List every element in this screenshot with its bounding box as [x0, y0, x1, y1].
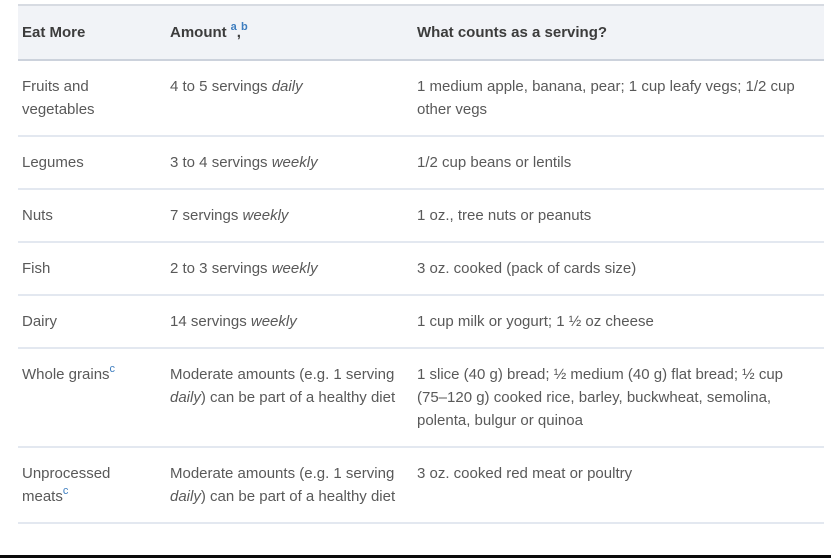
amount-cell: Moderate amounts (e.g. 1 serving daily) … — [166, 447, 413, 524]
amount-cell: 2 to 3 servings weekly — [166, 242, 413, 296]
amount-text-after: ) can be part of a healthy diet — [200, 389, 396, 406]
food-cell: Unprocessed meatsc — [18, 447, 166, 524]
food-name: Legumes — [22, 154, 84, 171]
amount-frequency: daily — [271, 78, 303, 95]
food-name: Dairy — [22, 313, 58, 330]
food-cell: Fruits and vegetables — [18, 60, 166, 137]
header-serving: What counts as a serving? — [413, 5, 824, 61]
food-name: Whole grains — [22, 366, 110, 383]
amount-frequency: weekly — [271, 260, 318, 277]
amount-frequency: daily — [170, 389, 201, 406]
amount-frequency: weekly — [250, 313, 297, 330]
food-name: Unprocessed meats — [22, 465, 111, 505]
table-row-dairy: Dairy 14 servings weekly 1 cup milk or y… — [18, 295, 824, 349]
header-amount: Amount a,b — [166, 5, 413, 61]
amount-text: 3 to 4 servings — [170, 154, 272, 171]
table-row-fish: Fish 2 to 3 servings weekly 3 oz. cooked… — [18, 242, 824, 296]
header-label: What counts as a serving? — [417, 24, 608, 41]
header-row: Eat More Amount a,b What counts as a serv… — [18, 5, 824, 61]
serving-cell: 3 oz. cooked (pack of cards size) — [413, 242, 824, 296]
serving-cell: 1 cup milk or yogurt; 1 ½ oz cheese — [413, 295, 824, 349]
serving-cell: 3 oz. cooked red meat or poultry — [413, 447, 824, 524]
amount-cell: 14 servings weekly — [166, 295, 413, 349]
footnote-c-link[interactable]: c — [109, 363, 116, 375]
amount-frequency: weekly — [242, 207, 289, 224]
table-body: Fruits and vegetables 4 to 5 servings da… — [18, 60, 824, 524]
serving-cell: 1 slice (40 g) bread; ½ medium (40 g) fl… — [413, 348, 824, 448]
diet-servings-table: Eat More Amount a,b What counts as a serv… — [18, 4, 824, 524]
amount-frequency: daily — [170, 488, 201, 505]
header-label: Amount — [170, 24, 227, 41]
serving-cell: 1 oz., tree nuts or peanuts — [413, 189, 824, 243]
table-row-nuts: Nuts 7 servings weekly 1 oz., tree nuts … — [18, 189, 824, 243]
amount-text-after: ) can be part of a healthy diet — [200, 488, 396, 505]
footnote-b-link[interactable]: b — [240, 21, 248, 33]
food-cell: Nuts — [18, 189, 166, 243]
diet-table-container: Eat More Amount a,b What counts as a serv… — [18, 4, 824, 524]
serving-cell: 1/2 cup beans or lentils — [413, 136, 824, 190]
amount-text: 2 to 3 servings — [170, 260, 272, 277]
food-cell: Whole grainsc — [18, 348, 166, 448]
table-row-fruits-vegetables: Fruits and vegetables 4 to 5 servings da… — [18, 60, 824, 137]
footnote-c-link[interactable]: c — [62, 485, 69, 497]
food-name: Fish — [22, 260, 51, 277]
food-cell: Fish — [18, 242, 166, 296]
amount-text: Moderate amounts (e.g. 1 serving — [170, 465, 395, 482]
serving-cell: 1 medium apple, banana, pear; 1 cup leaf… — [413, 60, 824, 137]
window-bottom-edge — [0, 555, 831, 558]
amount-cell: Moderate amounts (e.g. 1 serving daily) … — [166, 348, 413, 448]
amount-cell: 7 servings weekly — [166, 189, 413, 243]
amount-text: 14 servings — [170, 313, 251, 330]
amount-cell: 3 to 4 servings weekly — [166, 136, 413, 190]
superscript-separator: , — [236, 24, 241, 41]
food-name: Fruits and vegetables — [22, 78, 95, 118]
food-name: Nuts — [22, 207, 53, 224]
table-header: Eat More Amount a,b What counts as a serv… — [18, 5, 824, 61]
amount-text: 4 to 5 servings — [170, 78, 272, 95]
food-cell: Legumes — [18, 136, 166, 190]
header-eat-more: Eat More — [18, 5, 166, 61]
amount-text: 7 servings — [170, 207, 243, 224]
header-label: Eat More — [22, 24, 86, 41]
amount-frequency: weekly — [271, 154, 318, 171]
table-row-whole-grains: Whole grainsc Moderate amounts (e.g. 1 s… — [18, 348, 824, 448]
amount-text: Moderate amounts (e.g. 1 serving — [170, 366, 395, 383]
table-row-unprocessed-meats: Unprocessed meatsc Moderate amounts (e.g… — [18, 447, 824, 524]
food-cell: Dairy — [18, 295, 166, 349]
amount-cell: 4 to 5 servings daily — [166, 60, 413, 137]
table-row-legumes: Legumes 3 to 4 servings weekly 1/2 cup b… — [18, 136, 824, 190]
footnote-a-link[interactable]: a — [230, 21, 237, 33]
